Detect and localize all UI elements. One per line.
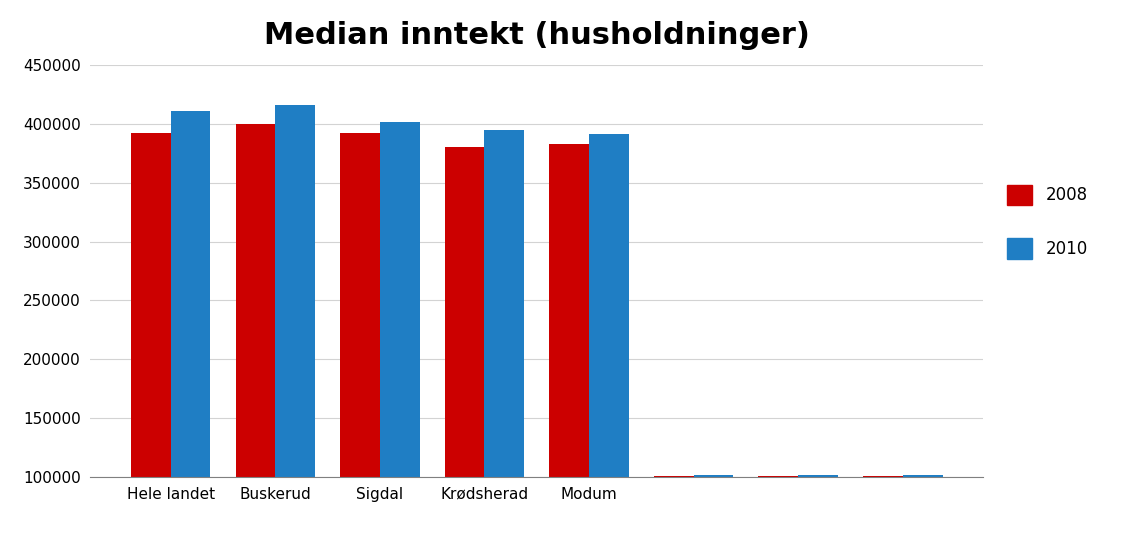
Legend: 2008, 2010: 2008, 2010 bbox=[1000, 178, 1094, 265]
Bar bbox=[340, 133, 380, 542]
Bar bbox=[694, 475, 733, 542]
Title: Median inntekt (husholdninger): Median inntekt (husholdninger) bbox=[263, 21, 810, 50]
Bar bbox=[798, 475, 838, 542]
Bar bbox=[131, 133, 171, 542]
Bar bbox=[758, 476, 798, 542]
Bar bbox=[863, 476, 903, 542]
Bar bbox=[589, 134, 628, 542]
Bar bbox=[485, 130, 524, 542]
Bar bbox=[903, 475, 942, 542]
Bar bbox=[276, 105, 315, 542]
Bar bbox=[654, 476, 694, 542]
Bar bbox=[235, 124, 276, 542]
Bar bbox=[380, 121, 419, 542]
Bar bbox=[171, 111, 210, 542]
Bar bbox=[549, 144, 589, 542]
Bar bbox=[445, 147, 485, 542]
